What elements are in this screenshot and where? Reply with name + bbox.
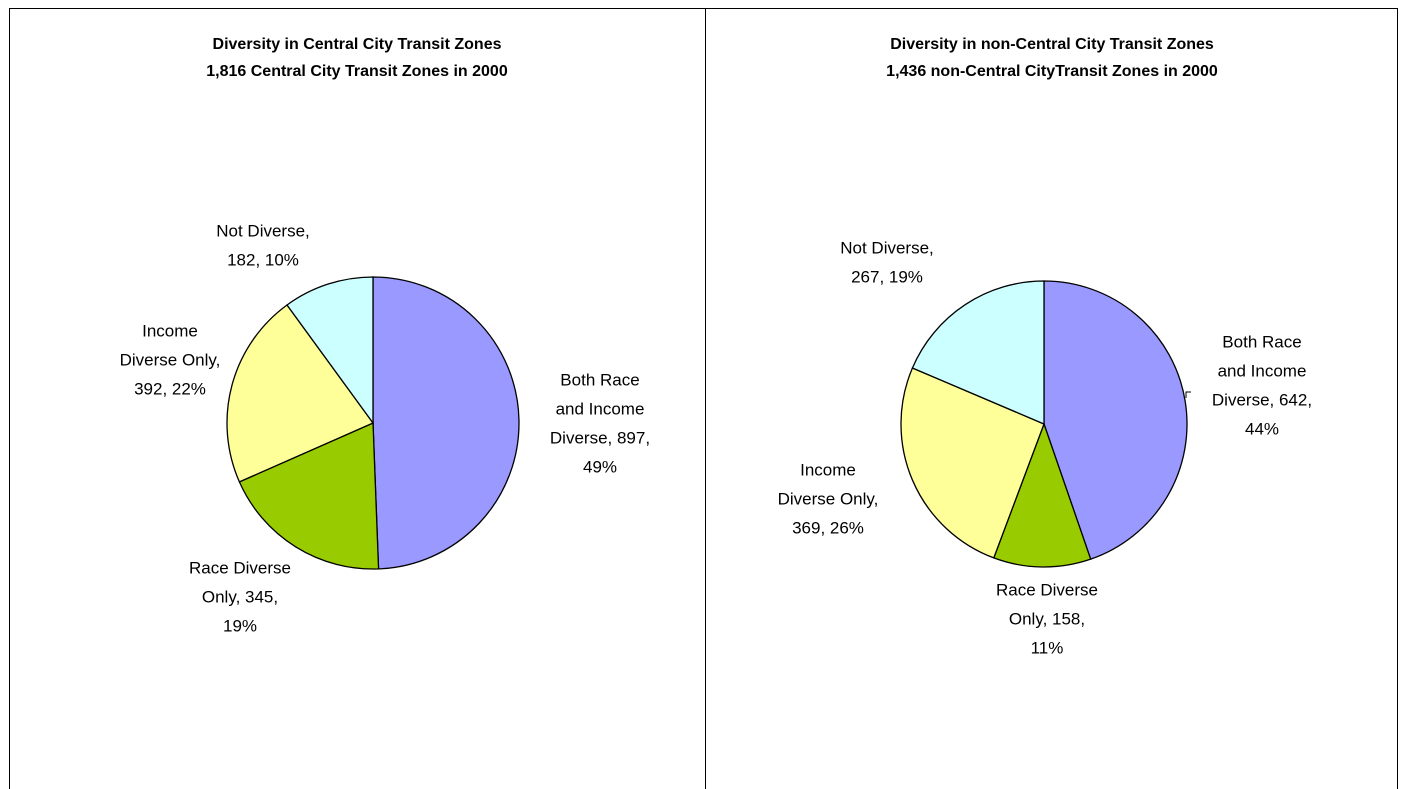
data-label: Race Diverse — [189, 558, 291, 577]
data-label: Both Race — [1222, 332, 1301, 351]
data-label: Not Diverse, — [840, 238, 934, 257]
pie-slice — [286, 276, 374, 425]
data-label: Both Race — [560, 370, 639, 389]
pie-slice — [238, 422, 380, 570]
data-label: Income — [142, 321, 198, 340]
pie-slice — [992, 422, 1092, 568]
leader-line — [1185, 391, 1191, 398]
data-label: 182, 10% — [227, 250, 299, 269]
chart-subtitle: 1,816 Central City Transit Zones in 2000 — [206, 63, 508, 80]
pie-slice — [226, 304, 375, 483]
data-label: Only, 158, — [1009, 609, 1085, 628]
pie-slice — [1043, 280, 1188, 560]
data-label: 369, 26% — [792, 518, 864, 537]
data-label: Diverse, 897, — [550, 428, 650, 447]
data-label: Diverse Only, — [120, 350, 221, 369]
data-label: 392, 22% — [134, 379, 206, 398]
data-label: and Income — [1218, 361, 1307, 380]
chart-title: Diversity in non-Central City Transit Zo… — [890, 36, 1214, 53]
data-label: 44% — [1245, 419, 1279, 438]
data-label: Diverse, 642, — [1212, 390, 1312, 409]
data-label: Race Diverse — [996, 580, 1098, 599]
data-label: Only, 345, — [202, 587, 278, 606]
data-label: 19% — [223, 616, 257, 635]
data-label: Diverse Only, — [778, 489, 879, 508]
pie-slice — [372, 276, 520, 570]
data-label: 11% — [1031, 638, 1064, 657]
data-label: Income — [800, 460, 856, 479]
chart-subtitle: 1,436 non-Central CityTransit Zones in 2… — [886, 63, 1218, 80]
pie-slice — [911, 280, 1045, 425]
chart-title: Diversity in Central City Transit Zones — [213, 36, 502, 53]
pie-slice — [900, 367, 1045, 559]
data-label: 49% — [583, 457, 617, 476]
data-label: Not Diverse, — [216, 221, 310, 240]
data-label: 267, 19% — [851, 267, 923, 286]
data-label: and Income — [556, 399, 645, 418]
